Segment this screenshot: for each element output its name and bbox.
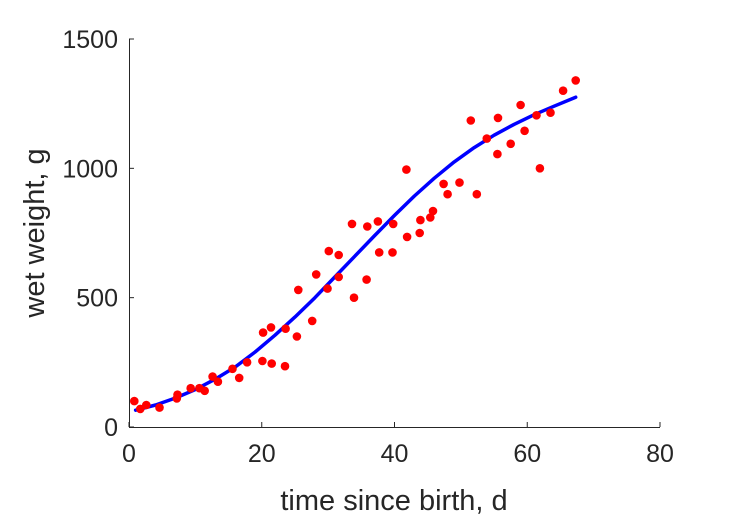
data-point xyxy=(228,364,237,374)
data-point xyxy=(334,272,344,282)
data-point xyxy=(571,76,580,85)
data-point xyxy=(258,356,267,366)
data-point xyxy=(142,400,151,410)
data-point xyxy=(402,232,412,242)
data-point xyxy=(334,250,344,260)
data-point xyxy=(130,396,139,406)
axes: 0 20 40 60 80 0 500 1000 1500 xyxy=(62,26,674,468)
data-point xyxy=(363,222,372,231)
data-point xyxy=(281,324,290,334)
x-tick-label: 80 xyxy=(646,440,674,468)
data-point xyxy=(402,165,411,174)
data-point xyxy=(266,323,276,332)
data-point xyxy=(482,134,492,143)
data-point xyxy=(443,189,452,199)
data-point xyxy=(208,372,217,381)
data-point xyxy=(213,377,223,387)
data-point xyxy=(242,358,252,367)
data-point xyxy=(558,86,568,95)
data-point xyxy=(362,275,371,284)
y-tick-label: 1500 xyxy=(62,26,118,54)
data-point xyxy=(516,100,525,110)
data-point xyxy=(426,213,435,222)
y-tick-label: 1000 xyxy=(62,155,118,183)
data-point xyxy=(466,116,476,125)
data-point xyxy=(374,248,384,257)
data-point xyxy=(493,149,502,159)
data-point xyxy=(455,178,464,187)
data-point xyxy=(535,164,545,173)
data-point xyxy=(324,246,334,256)
data-point xyxy=(532,111,541,120)
x-tick-label: 40 xyxy=(381,440,409,468)
data-point xyxy=(546,108,555,117)
y-ticks: 0 500 1000 1500 xyxy=(62,26,134,442)
data-point xyxy=(347,219,357,229)
y-tick-label: 500 xyxy=(76,285,118,313)
data-point xyxy=(388,219,398,229)
data-point xyxy=(200,386,209,396)
data-point xyxy=(292,332,302,341)
data-point xyxy=(267,359,277,368)
data-point xyxy=(280,361,290,371)
x-tick-label: 0 xyxy=(122,440,136,468)
data-point xyxy=(173,390,182,400)
data-point xyxy=(472,189,482,199)
y-axis-label: wet weight, g xyxy=(19,148,51,318)
data-points xyxy=(130,76,580,414)
fit-curve xyxy=(133,95,578,412)
data-point xyxy=(415,228,425,238)
x-axis-label: time since birth, d xyxy=(280,485,507,517)
data-point xyxy=(388,248,397,257)
data-point xyxy=(506,139,515,149)
data-point xyxy=(493,113,503,123)
data-point xyxy=(155,403,164,412)
data-point xyxy=(349,293,359,303)
x-tick-label: 60 xyxy=(513,440,541,468)
data-point xyxy=(258,328,268,337)
data-point xyxy=(294,285,303,295)
plot-area xyxy=(130,76,580,414)
y-tick-label: 0 xyxy=(104,414,118,442)
data-point xyxy=(520,126,529,136)
data-point xyxy=(373,217,383,226)
data-point xyxy=(234,373,244,383)
data-point xyxy=(416,215,425,225)
data-point xyxy=(428,206,438,216)
data-point xyxy=(307,316,317,326)
data-point xyxy=(323,284,332,293)
data-point xyxy=(311,270,321,279)
x-ticks: 0 20 40 60 80 xyxy=(122,422,674,468)
x-tick-label: 20 xyxy=(248,440,276,468)
data-point xyxy=(439,179,448,189)
data-point xyxy=(186,383,195,393)
